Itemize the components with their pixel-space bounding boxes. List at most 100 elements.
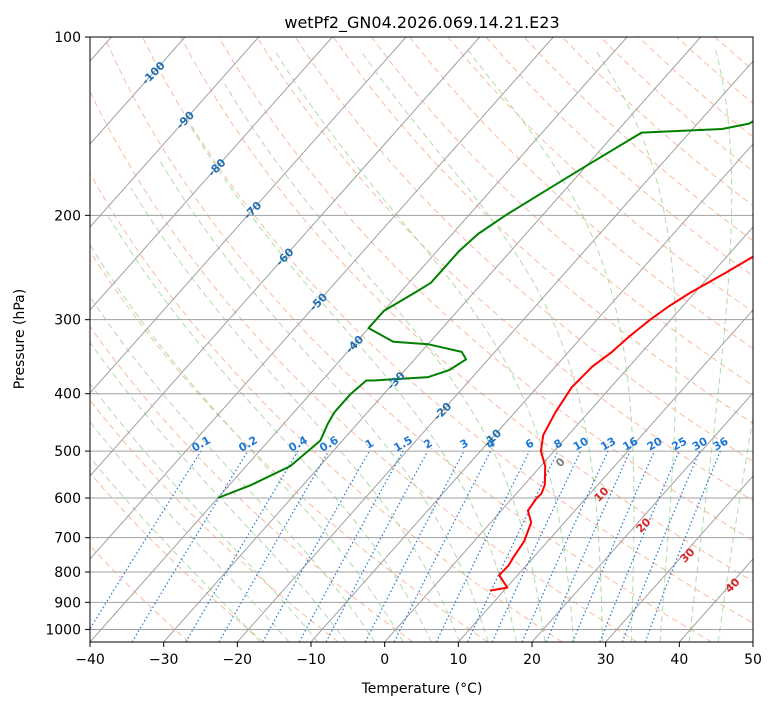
- y-tick-label: 800: [54, 565, 81, 581]
- moist-adiabat: [107, 215, 432, 642]
- moist-adiabat: [688, 49, 733, 642]
- sounding-series: [217, 120, 753, 592]
- moist-adiabat: [717, 415, 753, 642]
- mixing-ratio-label: 3: [458, 437, 471, 452]
- dry-adiabat: [180, 37, 753, 583]
- dry-adiabat: [561, 37, 753, 207]
- x-axis-label: Temperature (°C): [361, 681, 483, 697]
- mixing-ratio-label: 6: [523, 436, 536, 451]
- isotherm-label: -100: [139, 59, 168, 88]
- isotherm-line: [531, 392, 753, 642]
- dry-adiabat: [371, 37, 753, 387]
- isotherm-line: [384, 226, 753, 642]
- dry-adiabat: [90, 90, 638, 642]
- x-tick-label: −10: [296, 652, 326, 668]
- y-tick-label: 700: [54, 531, 81, 547]
- mixing-ratio-line: [435, 450, 530, 642]
- moist-adiabat-label: 0: [553, 455, 568, 470]
- moist-adiabat: [130, 187, 461, 642]
- y-tick-label: 1000: [45, 622, 81, 638]
- dry-adiabat: [409, 37, 753, 350]
- moist-adiabat: [90, 295, 376, 642]
- isotherm-line: [90, 37, 333, 311]
- isotherm-line: [163, 37, 702, 642]
- dry-adiabat: [638, 37, 753, 138]
- y-tick-label: 900: [54, 595, 81, 611]
- mixing-ratio-label: 2: [421, 437, 434, 452]
- dry-adiabat: [142, 37, 753, 624]
- isotherm-line: [752, 641, 753, 642]
- mixing-ratio-line: [644, 450, 721, 642]
- moist-adiabat: [90, 383, 319, 642]
- y-tick-label: 300: [54, 313, 81, 329]
- mixing-ratio-label: 1: [363, 437, 376, 452]
- y-axis-label: Pressure (hPa): [12, 289, 28, 389]
- dry-adiabat: [294, 37, 753, 463]
- isotherm-line: [90, 37, 186, 145]
- mixing-ratio-line: [572, 450, 655, 642]
- y-tick-label: 600: [54, 491, 81, 507]
- isotherm-line: [90, 37, 628, 642]
- moist-adiabat: [188, 123, 517, 642]
- mixing-ratio-line: [491, 450, 582, 642]
- mixing-ratio-line: [521, 450, 609, 642]
- moist-adiabat: [467, 49, 635, 642]
- isotherm-line: [236, 60, 753, 642]
- dry-adiabat: [523, 37, 753, 242]
- moist-adiabat: [273, 49, 575, 642]
- moist-adiabat: [90, 341, 347, 642]
- y-tick-label: 500: [54, 444, 81, 460]
- mixing-ratio-line: [185, 450, 299, 642]
- x-tick-label: 20: [523, 652, 541, 668]
- isotherm-line: [457, 309, 753, 642]
- moist-adiabat: [90, 243, 404, 642]
- mixing-ratio-line: [325, 450, 429, 642]
- y-tick-label: 100: [54, 30, 81, 46]
- dry-adiabat: [90, 472, 264, 642]
- mixing-ratio-line: [131, 450, 249, 642]
- moist-adiabat: [224, 83, 546, 642]
- mixing-ratio-line: [393, 450, 492, 642]
- x-tick-label: 30: [597, 652, 615, 668]
- background-grid: [90, 37, 753, 642]
- dry-adiabat: [90, 172, 563, 642]
- x-tick-label: −30: [149, 652, 179, 668]
- moist-adiabat: [359, 49, 603, 642]
- mixing-ratio-line: [218, 450, 330, 642]
- temperature-profile: [489, 255, 753, 592]
- y-tick-label: 400: [54, 387, 81, 403]
- moist-adiabat: [594, 49, 677, 642]
- isotherm-line: [90, 37, 481, 477]
- isotherm-line: [605, 475, 753, 642]
- x-tick-label: 0: [380, 652, 389, 668]
- mixing-ratio-line: [621, 450, 701, 642]
- mixing-ratio-line: [545, 450, 631, 642]
- isotherm-line: [90, 37, 260, 228]
- mixing-ratio-line: [90, 450, 202, 630]
- dewpoint-profile: [217, 120, 753, 499]
- x-tick-label: −40: [75, 652, 105, 668]
- mixing-ratio-line: [364, 450, 465, 642]
- isotherm-line: [90, 37, 554, 560]
- y-tick-label: 200: [54, 208, 81, 224]
- mixing-ratio-line: [262, 450, 370, 642]
- x-tick-label: 40: [670, 652, 688, 668]
- isotherm-line: [310, 143, 753, 642]
- x-tick-label: −20: [223, 652, 253, 668]
- dry-adiabat: [90, 544, 190, 642]
- moist-adiabat: [90, 456, 261, 642]
- moist-adiabat: [90, 421, 290, 642]
- axes: −40 −30 −20 −10 0 10 20 30 40 5010020030040050060…: [45, 30, 762, 668]
- plot-frame: [89, 36, 754, 643]
- mixing-ratio-line: [599, 450, 680, 642]
- isotherm-line: [90, 37, 407, 394]
- dry-adiabat: [90, 399, 339, 642]
- dry-adiabat: [256, 37, 753, 502]
- x-tick-label: 10: [449, 652, 467, 668]
- dry-adiabat: [90, 250, 488, 642]
- mixing-ratio-line: [298, 450, 404, 642]
- x-tick-label: 50: [744, 652, 762, 668]
- moist-adiabat: [157, 157, 489, 642]
- dry-adiabat: [332, 37, 753, 424]
